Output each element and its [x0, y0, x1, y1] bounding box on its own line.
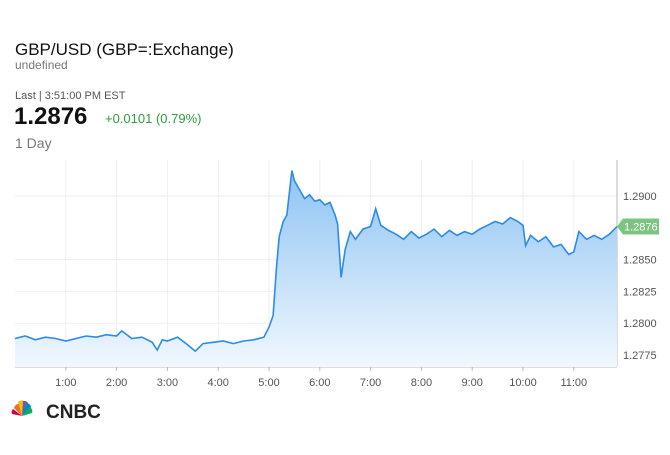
x-tick-label: 10:00 [509, 377, 537, 389]
x-tick-label: 3:00 [157, 377, 178, 389]
x-tick-label: 5:00 [258, 377, 279, 389]
last-badge [617, 218, 659, 235]
x-tick-label: 7:00 [360, 377, 381, 389]
line [14, 170, 618, 353]
price: 1.2876 [14, 103, 87, 130]
x-tick-label: 6:00 [309, 377, 330, 389]
price-change: +0.0101 (0.79%) [105, 111, 201, 126]
x-tick-label: 9:00 [462, 377, 483, 389]
subtitle: undefined [15, 58, 68, 72]
plot: 1:00 2:00 3:00 4:00 5:00 6:00 7:00 8:00 9:00 10:0… [14, 160, 659, 389]
logo: CNBC [46, 402, 101, 423]
logo-icon [11, 400, 33, 416]
area [15, 170, 617, 367]
x-tick-label: 11:00 [560, 377, 587, 389]
x-tick-label: 8:00 [411, 377, 432, 389]
x-tick-label: 2:00 [106, 377, 127, 389]
x-tick-label: 1:00 [55, 377, 76, 389]
y-tick-label: 1.2825 [623, 286, 657, 298]
x-tick-label: 4:00 [207, 377, 228, 389]
y-tick-label: 1.2800 [623, 318, 657, 330]
title: GBP/USD (GBP=:Exchange) [15, 40, 234, 59]
period: 1 Day [15, 135, 52, 151]
last-time: Last | 3:51:00 PM EST [15, 90, 126, 102]
y-tick-label: 1.2900 [623, 191, 657, 203]
last-value-label: 1.2876 [624, 222, 658, 234]
y-tick-label: 1.2775 [623, 350, 657, 362]
y-tick-label: 1.2850 [623, 255, 657, 267]
